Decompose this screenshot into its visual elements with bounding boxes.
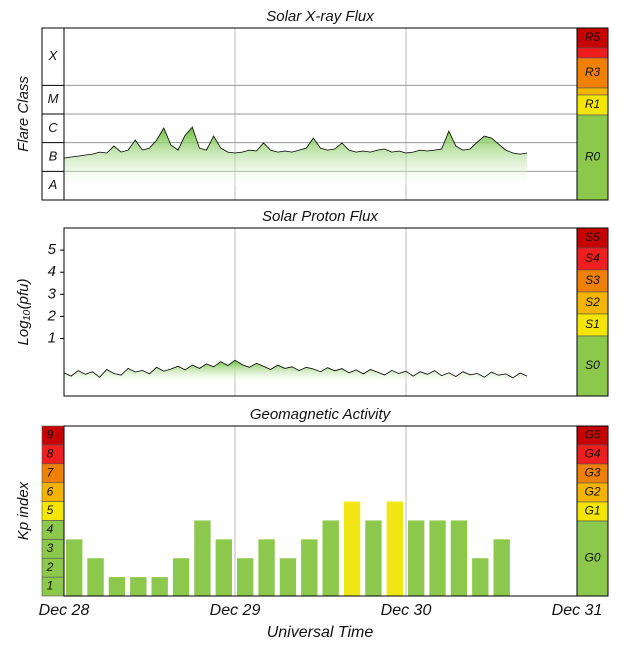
y-tick-label: 5 bbox=[47, 503, 54, 517]
kp-bar bbox=[215, 539, 232, 596]
kp-bar bbox=[130, 577, 147, 596]
plot-area bbox=[64, 426, 577, 596]
scale-label: R1 bbox=[585, 97, 600, 111]
y-tick-label: 4 bbox=[47, 522, 54, 536]
scale-label: S5 bbox=[585, 230, 600, 244]
kp-bar bbox=[450, 520, 468, 596]
scale-border bbox=[576, 227, 609, 397]
y-axis-label: Log₁₀(pfu) bbox=[15, 279, 32, 346]
kp-bar bbox=[66, 539, 83, 596]
scale-label: S2 bbox=[585, 295, 600, 309]
y-tick-label: 5 bbox=[48, 241, 57, 258]
plot-area bbox=[64, 228, 577, 396]
class-label: B bbox=[49, 148, 58, 163]
kp-bar bbox=[365, 520, 382, 596]
scale-label: G1 bbox=[584, 504, 600, 518]
x-axis-label: Universal Time bbox=[267, 624, 374, 641]
kp-bar bbox=[172, 558, 190, 596]
scale-label: S0 bbox=[585, 358, 600, 372]
scale-label: G0 bbox=[584, 551, 600, 565]
scale-label: S3 bbox=[585, 273, 600, 287]
kp-bar bbox=[151, 577, 168, 596]
x-tick-label: Dec 31 bbox=[552, 602, 603, 619]
y-tick-label: 2 bbox=[46, 560, 54, 574]
scale-band bbox=[576, 335, 609, 397]
y-tick-label: 1 bbox=[47, 579, 54, 593]
kp-bar bbox=[87, 558, 104, 596]
x-tick-label: Dec 29 bbox=[210, 602, 261, 619]
panel-title: Solar X-ray Flux bbox=[266, 8, 374, 25]
scale-label: G2 bbox=[584, 485, 600, 499]
scale-border bbox=[576, 27, 609, 201]
scale-label: G3 bbox=[584, 466, 600, 480]
y-tick-label: 3 bbox=[47, 541, 54, 555]
y-tick-label: 3 bbox=[48, 285, 57, 302]
x-tick-label: Dec 30 bbox=[381, 602, 432, 619]
scale-label: R3 bbox=[585, 65, 601, 79]
kp-bar bbox=[279, 558, 297, 596]
kp-bar bbox=[408, 520, 425, 596]
class-label: M bbox=[48, 91, 59, 106]
y-tick-label: 2 bbox=[47, 307, 57, 324]
scale-label: S4 bbox=[585, 251, 600, 265]
class-label: A bbox=[48, 177, 58, 192]
scale-label: R0 bbox=[585, 150, 601, 164]
area-fill bbox=[64, 127, 528, 186]
y-tick-label: 8 bbox=[47, 447, 54, 461]
y-axis-label: Kp index bbox=[15, 481, 32, 540]
scale-label: S1 bbox=[585, 317, 600, 331]
kp-bar bbox=[386, 501, 403, 596]
class-label: X bbox=[48, 48, 59, 63]
kp-bar bbox=[237, 558, 254, 596]
class-label: C bbox=[48, 120, 58, 135]
y-axis-label: Flare Class bbox=[15, 76, 32, 152]
data-line bbox=[63, 359, 528, 379]
data-line bbox=[63, 126, 528, 159]
scale-band bbox=[576, 520, 609, 597]
scale-band bbox=[576, 47, 609, 59]
scale-band bbox=[576, 87, 609, 96]
y-tick-label: 7 bbox=[47, 465, 55, 479]
kp-bar bbox=[472, 558, 489, 596]
y-tick-label: 4 bbox=[48, 263, 56, 280]
kp-bar bbox=[194, 520, 211, 596]
y-tick-label: 1 bbox=[48, 329, 56, 346]
y-tick-label: 6 bbox=[47, 484, 54, 498]
scale-label: G5 bbox=[584, 428, 600, 442]
kp-bar bbox=[493, 539, 510, 596]
scale-label: G4 bbox=[584, 447, 600, 461]
panel-title: Solar Proton Flux bbox=[262, 208, 378, 225]
scale-border bbox=[576, 425, 609, 597]
kp-bar bbox=[343, 501, 361, 596]
kp-bar bbox=[258, 539, 275, 596]
scale-band bbox=[576, 114, 609, 201]
kp-bar bbox=[108, 577, 126, 596]
kp-bar bbox=[429, 520, 446, 596]
x-tick-label: Dec 28 bbox=[39, 602, 90, 619]
panel-title: Geomagnetic Activity bbox=[250, 406, 392, 423]
scale-label: R5 bbox=[585, 30, 601, 44]
kp-bar bbox=[322, 520, 339, 596]
y-tick-label: 9 bbox=[47, 428, 54, 442]
area-fill bbox=[64, 360, 528, 382]
kp-bar bbox=[301, 539, 318, 596]
scale-band bbox=[576, 57, 609, 89]
